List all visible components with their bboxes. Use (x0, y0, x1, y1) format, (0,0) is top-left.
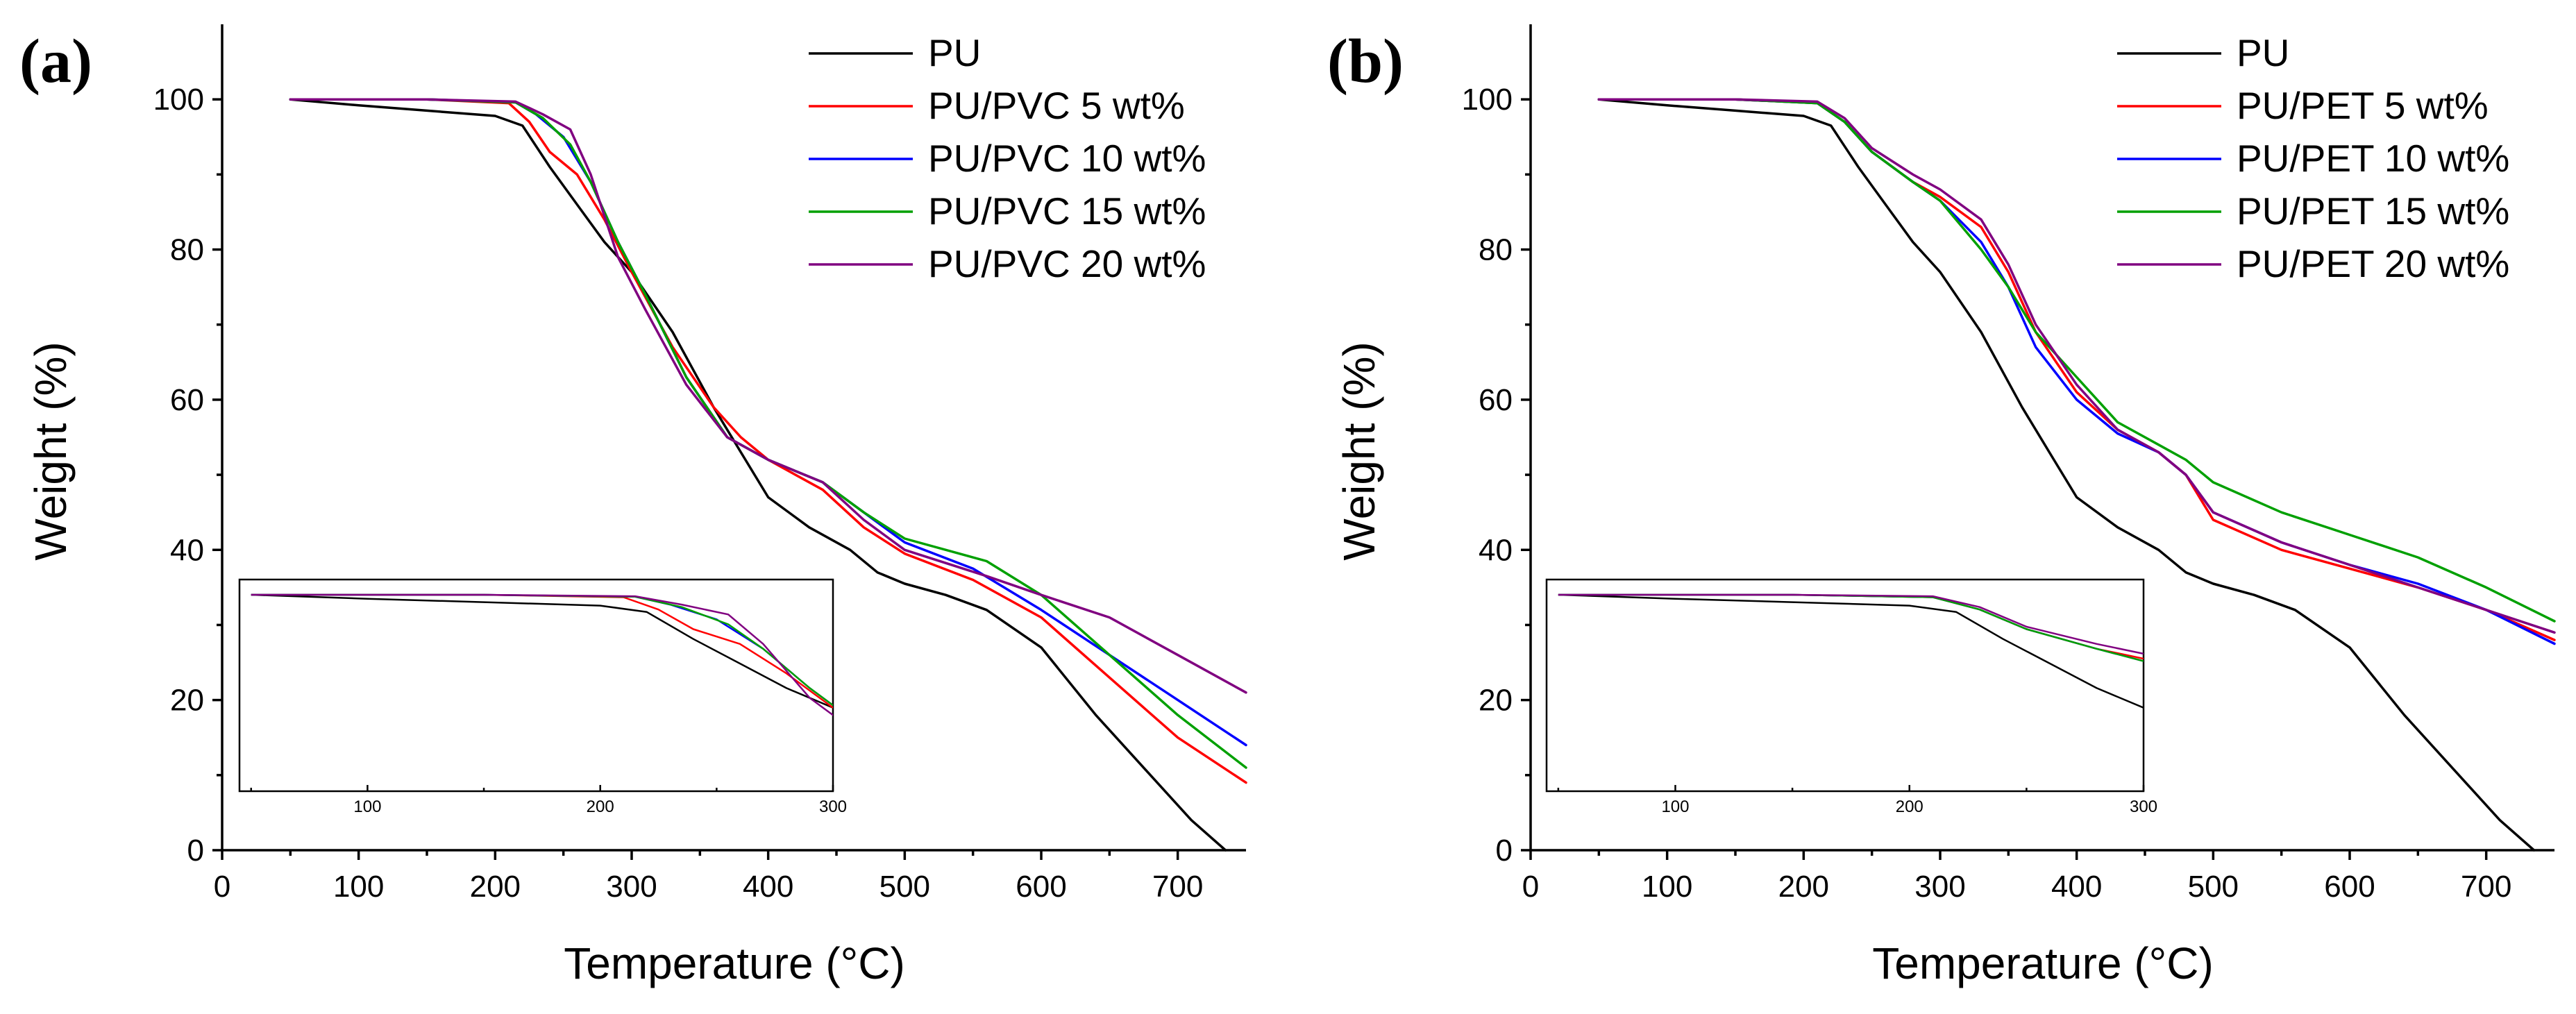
panel-label: (b) (1327, 27, 1404, 96)
y-tick-label: 80 (170, 233, 204, 267)
legend: PU PU/PVC 5 wt% PU/PVC 10 wt% PU/PVC 15 wt%… (809, 31, 1206, 285)
legend-label: PU (928, 31, 981, 74)
x-tick-label: 700 (2461, 870, 2511, 904)
legend-label: PU/PVC 5 wt% (928, 84, 1185, 127)
y-tick-label: 60 (1479, 383, 1513, 417)
y-tick-label: 100 (153, 83, 204, 117)
y-tick-label: 80 (1479, 233, 1513, 267)
x-axis-title: Temperature (°C) (1872, 938, 2214, 988)
y-tick-label: 100 (1462, 83, 1513, 117)
legend-label: PU/PET 10 wt% (2237, 137, 2509, 180)
x-tick-label: 200 (470, 870, 521, 904)
legend-label: PU/PET 20 wt% (2237, 242, 2509, 285)
inset-series-line-pu-pet-20-wt (1558, 593, 2144, 655)
y-tick-label: 40 (170, 533, 204, 567)
y-tick-label: 40 (1479, 533, 1513, 567)
panel-label: (a) (19, 27, 92, 96)
x-tick-label: 500 (2188, 870, 2239, 904)
inset-curves (251, 593, 833, 716)
curves (289, 98, 1247, 852)
series-line-pu-pet-20-wt (1597, 98, 2556, 634)
legend-label: PU/PVC 15 wt% (928, 189, 1206, 233)
x-tick-label: 600 (1016, 870, 1066, 904)
y-tick-label: 0 (187, 834, 204, 868)
x-tick-label: 600 (2324, 870, 2375, 904)
x-tick-label: 400 (2051, 870, 2102, 904)
panel-b: (b) 0 100 200 300 400 500 600 700 0 20 40 60 80 100 T… (1327, 24, 2556, 988)
x-tick-label: 300 (1914, 870, 1965, 904)
series-line-pu (289, 98, 1227, 852)
y-tick-label: 20 (1479, 684, 1513, 718)
y-axis-title: Weight (%) (26, 341, 76, 560)
legend-label: PU/PET 15 wt% (2237, 189, 2509, 233)
panel-a: (a) 0 100 200 300 400 500 600 700 0 20 40 60 80 100 T… (19, 24, 1247, 988)
inset-series-line-pu (1558, 593, 2144, 709)
x-tick-label: 0 (214, 870, 230, 904)
x-tick-label: 400 (743, 870, 793, 904)
y-axis-title: Weight (%) (1334, 341, 1384, 560)
series-line-pu-pet-5-wt (1597, 98, 2556, 641)
x-tick-label: 700 (1152, 870, 1203, 904)
legend: PU PU/PET 5 wt% PU/PET 10 wt% PU/PET 15 wt%… (2117, 31, 2509, 285)
y-tick-label: 20 (170, 684, 204, 718)
y-tick-label: 0 (1496, 834, 1513, 868)
legend-label: PU/PVC 20 wt% (928, 242, 1206, 285)
inset-series-line-pu-pvc-20-wt (251, 593, 833, 716)
x-tick-label: 100 (1642, 870, 1692, 904)
inset-x-tick-label: 100 (353, 797, 381, 816)
y-tick-label: 60 (170, 383, 204, 417)
inset-x-tick-label: 200 (1896, 797, 1923, 816)
legend-label: PU (2237, 31, 2289, 74)
x-axis-title: Temperature (°C) (564, 938, 905, 988)
inset-frame (1545, 578, 2145, 793)
inset-frame (238, 578, 834, 793)
x-tick-label: 0 (1522, 870, 1539, 904)
x-tick-label: 500 (879, 870, 930, 904)
series-line-pu (1597, 98, 2536, 852)
series-line-pu-pvc-20-wt (289, 98, 1247, 694)
inset-series-line-pu (251, 593, 833, 709)
inset-x-tick-label: 300 (819, 797, 847, 816)
inset-x-tick-label: 100 (1661, 797, 1689, 816)
legend-label: PU/PVC 10 wt% (928, 137, 1206, 180)
axes: 0 100 200 300 400 500 600 700 0 20 40 60 80 100 (1462, 24, 2554, 904)
inset-plot: 100 200 300 (1545, 578, 2157, 816)
x-tick-label: 200 (1778, 870, 1829, 904)
axes: 0 100 200 300 400 500 600 700 0 20 40 60 80 100 (153, 24, 1246, 904)
inset-x-tick-label: 200 (587, 797, 614, 816)
curves (1597, 98, 2556, 852)
x-tick-label: 100 (333, 870, 384, 904)
inset-x-tick-label: 300 (2130, 797, 2157, 816)
inset-curves (1558, 593, 2144, 709)
series-line-pu-pvc-5-wt (289, 98, 1247, 784)
inset-plot: 100 200 300 (238, 578, 847, 816)
series-line-pu-pet-10-wt (1597, 98, 2556, 645)
legend-label: PU/PET 5 wt% (2237, 84, 2489, 127)
x-tick-label: 300 (606, 870, 657, 904)
